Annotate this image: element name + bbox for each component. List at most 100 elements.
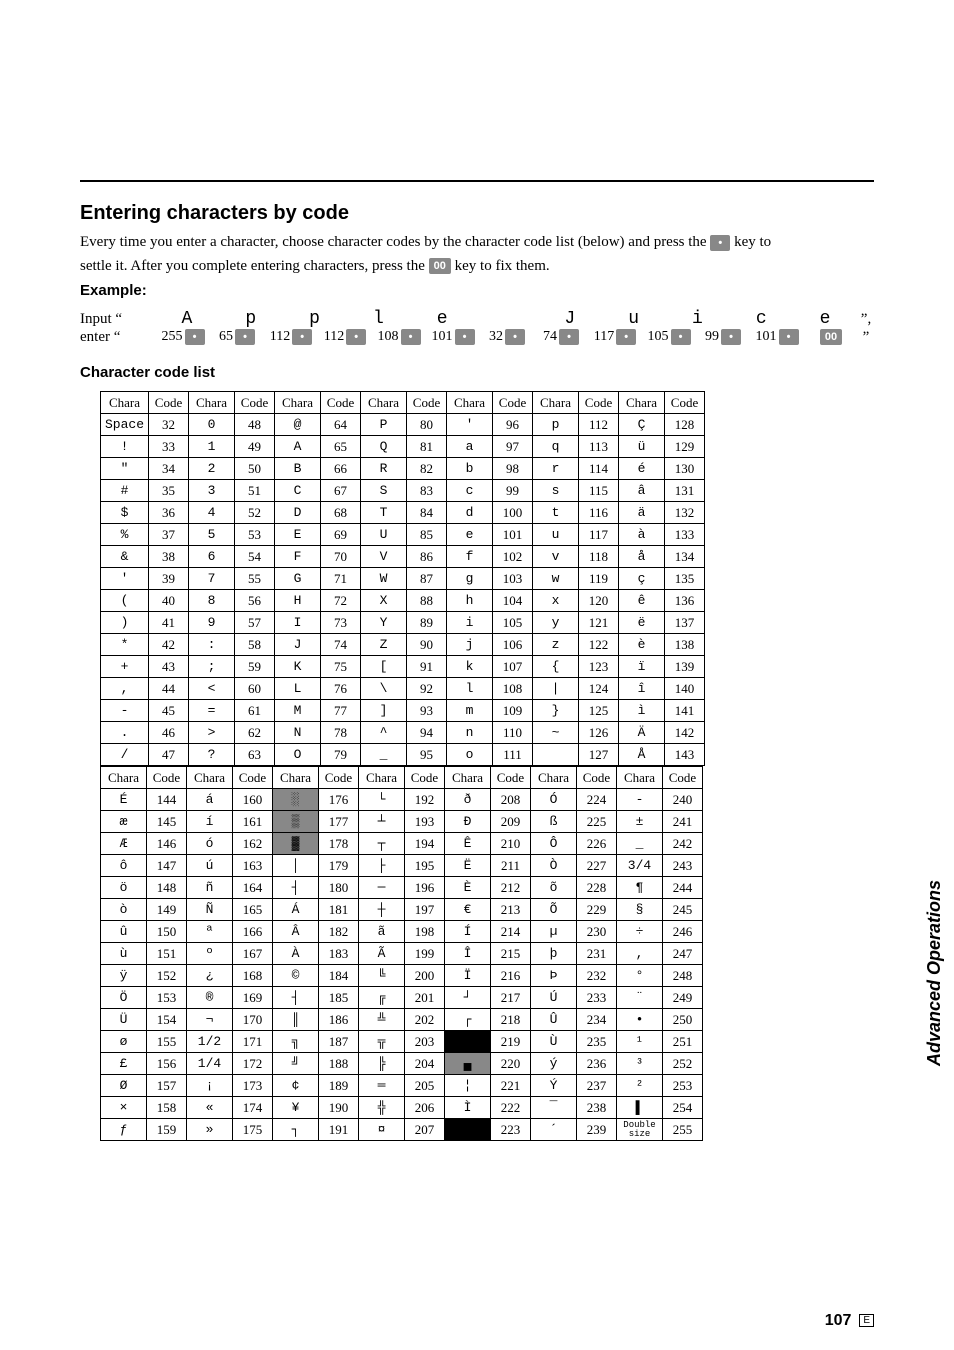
char-cell: S <box>361 480 407 502</box>
code-cell: 174 <box>233 1097 273 1119</box>
char-cell: │ <box>273 855 319 877</box>
code-cell: 148 <box>147 877 187 899</box>
code-cell: 34 <box>149 458 189 480</box>
code-cell: 223 <box>491 1119 531 1141</box>
code-cell: 199 <box>405 943 445 965</box>
code-cell: 45 <box>149 700 189 722</box>
char-cell: | <box>533 678 579 700</box>
char-cell: ä <box>619 502 665 524</box>
char-cell: ý <box>531 1053 577 1075</box>
char-cell: ¨ <box>617 987 663 1009</box>
example-chars-row: Input “ Apple Juice ”, <box>80 309 874 329</box>
char-cell: ® <box>187 987 233 1009</box>
table-row: ò149Ñ165Á181┼197€213Õ229§245 <box>101 899 703 921</box>
char-cell: ô <box>101 855 147 877</box>
char-cell: ┼ <box>359 899 405 921</box>
page-number: 107 E <box>825 1312 874 1330</box>
char-cell: ╔ <box>359 987 405 1009</box>
table-header: Chara <box>531 767 577 789</box>
char-cell: O <box>275 744 321 766</box>
code-cell: 203 <box>405 1031 445 1053</box>
char-cell: ║ <box>273 1009 319 1031</box>
code-cell: 71 <box>321 568 361 590</box>
char-cell: 3/4 <box>617 855 663 877</box>
char-cell: t <box>533 502 579 524</box>
table-row: #35351C67S83c99s115â131 <box>101 480 705 502</box>
code-cell: 43 <box>149 656 189 678</box>
char-cell: v <box>533 546 579 568</box>
code-cell: 133 <box>665 524 705 546</box>
example-code-value: 255 <box>162 330 183 345</box>
char-cell: ═ <box>359 1075 405 1097</box>
char-cell: ├ <box>359 855 405 877</box>
char-cell: ┤ <box>273 987 319 1009</box>
example-sequence: Input “ Apple Juice ”, enter “ 255651121… <box>80 309 874 346</box>
char-cell: + <box>101 656 149 678</box>
table-row: ×158«174¥190╬206Ì222¯238▌254 <box>101 1097 703 1119</box>
code-cell: 247 <box>663 943 703 965</box>
code-cell: 142 <box>665 722 705 744</box>
code-cell: 70 <box>321 546 361 568</box>
char-cell: 3 <box>189 480 235 502</box>
code-cell: 250 <box>663 1009 703 1031</box>
char-cell: G <box>275 568 321 590</box>
code-cell: 206 <box>405 1097 445 1119</box>
code-cell: 41 <box>149 612 189 634</box>
code-cell: 179 <box>319 855 359 877</box>
example-code-value: 105 <box>648 330 669 345</box>
code-cell: 109 <box>493 700 533 722</box>
code-cell: 185 <box>319 987 359 1009</box>
code-cell: 167 <box>233 943 273 965</box>
char-cell: 7 <box>189 568 235 590</box>
code-cell: 58 <box>235 634 275 656</box>
code-cell: 237 <box>577 1075 617 1097</box>
char-cell: ▒ <box>273 811 319 833</box>
code-cell: 55 <box>235 568 275 590</box>
code-cell: 88 <box>407 590 447 612</box>
code-cell: 100 <box>493 502 533 524</box>
code-cell: 175 <box>233 1119 273 1141</box>
char-cell: ╗ <box>273 1031 319 1053</box>
char-cell <box>533 744 579 766</box>
char-cell: = <box>189 700 235 722</box>
char-cell: ö <box>101 877 147 899</box>
code-cell: 73 <box>321 612 361 634</box>
char-cell: & <box>101 546 149 568</box>
char-cell: V <box>361 546 407 568</box>
char-cell: § <box>617 899 663 921</box>
code-cell: 164 <box>233 877 273 899</box>
char-cell: ¶ <box>617 877 663 899</box>
table-header: Code <box>235 392 275 414</box>
dot-key-icon <box>235 329 255 345</box>
code-cell: 86 <box>407 546 447 568</box>
code-cell: 93 <box>407 700 447 722</box>
char-cell: ÷ <box>617 921 663 943</box>
char-cell: 1 <box>189 436 235 458</box>
code-cell: 130 <box>665 458 705 480</box>
table-row: ù151º167À183Ã199Î215þ231,247 <box>101 943 703 965</box>
table-row: Ü154¬170║186╩202┌218Û234•250 <box>101 1009 703 1031</box>
char-cell: q <box>533 436 579 458</box>
table-header: Chara <box>359 767 405 789</box>
code-cell: 92 <box>407 678 447 700</box>
table-header: Code <box>321 392 361 414</box>
char-cell: a <box>447 436 493 458</box>
code-cell: 198 <box>405 921 445 943</box>
char-cell: Y <box>361 612 407 634</box>
char-cell: ╬ <box>359 1097 405 1119</box>
char-cell: Ý <box>531 1075 577 1097</box>
code-cell: 220 <box>491 1053 531 1075</box>
char-cell: _ <box>361 744 407 766</box>
example-label: Example: <box>80 282 874 299</box>
code-cell: 180 <box>319 877 359 899</box>
table-row: £1561/4172╝188╠204▄220ý236³252 <box>101 1053 703 1075</box>
code-cell: 137 <box>665 612 705 634</box>
code-cell: 69 <box>321 524 361 546</box>
code-cell: 231 <box>577 943 617 965</box>
code-cell: 101 <box>493 524 533 546</box>
code-cell: 80 <box>407 414 447 436</box>
zero-zero-key-icon: 00 <box>429 258 451 274</box>
char-cell: T <box>361 502 407 524</box>
char-cell: Ò <box>531 855 577 877</box>
code-cell: 105 <box>493 612 533 634</box>
